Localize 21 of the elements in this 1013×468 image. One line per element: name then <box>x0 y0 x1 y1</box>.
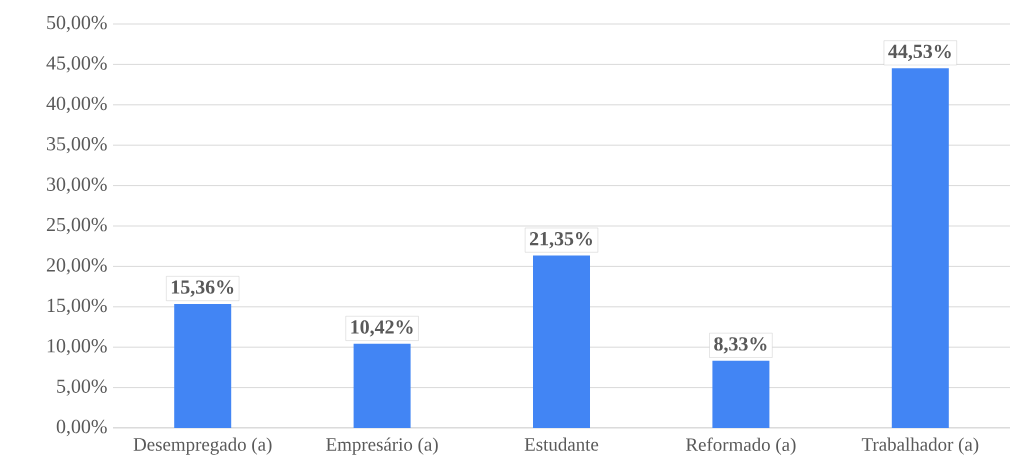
y-tick-label: 15,00% <box>47 298 107 315</box>
y-tick-label: 20,00% <box>46 258 107 275</box>
y-tick-label: 5,00% <box>57 379 107 396</box>
data-label: 8,33% <box>714 337 767 354</box>
x-tick-label: Desempregado (a) <box>133 437 272 455</box>
x-tick-label: Estudante <box>524 437 599 451</box>
y-tick-label: 35,00% <box>47 137 107 154</box>
x-tick-label: Empresário (a) <box>326 437 438 455</box>
y-tick-label: 30,00% <box>47 177 107 194</box>
y-tick-label: 45,00% <box>46 56 107 73</box>
x-tick-label: Trabalhador (a) <box>861 437 979 455</box>
x-tick-label: Reformado (a) <box>686 437 796 455</box>
data-label: 10,42% <box>351 320 413 337</box>
y-tick-label: 10,00% <box>47 339 107 356</box>
data-label: 21,35% <box>529 231 592 249</box>
y-tick-label: 25,00% <box>46 217 107 235</box>
data-label: 15,36% <box>171 280 234 297</box>
y-tick-label: 50,00% <box>47 15 107 33</box>
y-tick-label: 0,00% <box>56 419 107 437</box>
data-label: 44,53% <box>888 44 951 61</box>
y-tick-label: 40,00% <box>46 96 107 113</box>
